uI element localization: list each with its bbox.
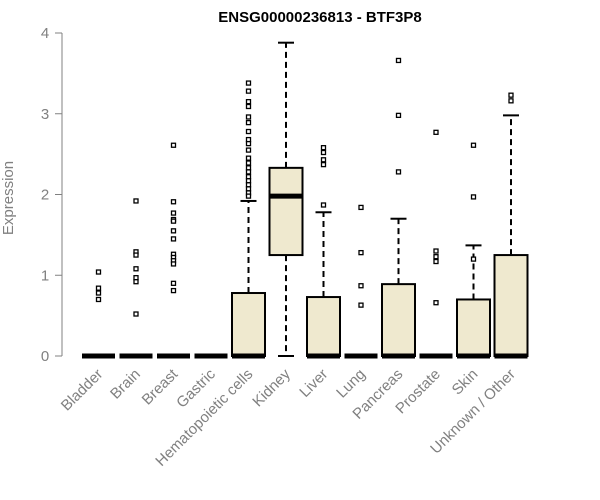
box-breast (157, 142, 190, 359)
outlier-point (170, 210, 177, 216)
x-tick-label: Bladder (58, 366, 107, 415)
iqr-box (381, 283, 416, 358)
outlier-point (433, 129, 439, 135)
y-tick-label: 3 (41, 106, 49, 123)
outlier-point (433, 258, 439, 265)
box-pancreas (381, 57, 416, 359)
iqr-box (456, 298, 491, 358)
iqr-box (493, 254, 529, 357)
outlier-point (245, 114, 252, 120)
y-axis-label: Expression (0, 161, 17, 235)
outlier-point (320, 149, 327, 156)
iqr-box (306, 296, 341, 357)
outlier-point (320, 161, 327, 168)
outlier-point (170, 218, 177, 224)
outlier-point (245, 155, 252, 161)
outlier-point (358, 249, 364, 256)
outlier-point (358, 204, 364, 211)
outlier-point (320, 202, 327, 208)
box-lung (344, 204, 378, 359)
y-tick-label: 4 (41, 25, 49, 42)
box-liver (306, 145, 341, 359)
outlier-point (170, 261, 177, 267)
outlier-point (508, 98, 514, 104)
outlier-point (245, 193, 252, 199)
box-kidney (268, 41, 304, 357)
box-unknown-other (493, 92, 529, 359)
outlier-point (95, 285, 102, 291)
outlier-point (170, 287, 177, 294)
box-bladder (82, 269, 115, 359)
outlier-point (95, 269, 102, 275)
box-hematopoietic-cells (231, 80, 266, 359)
outlier-point (320, 157, 327, 163)
outlier-point (470, 194, 477, 200)
y-tick-label: 2 (41, 187, 49, 204)
outlier-point (95, 296, 102, 303)
x-tick-label: Kidney (249, 365, 294, 410)
outlier-point (433, 254, 439, 260)
outlier-point (170, 236, 177, 242)
y-tick-label: 1 (41, 267, 49, 284)
outlier-point (470, 142, 477, 148)
outlier-point (133, 311, 139, 317)
y-axis: 0 1 2 3 4 (41, 25, 63, 365)
outlier-point (245, 128, 252, 135)
outlier-point (395, 112, 402, 119)
outlier-point (170, 280, 177, 286)
outlier-point (133, 198, 139, 204)
outlier-point (358, 283, 364, 289)
outlier-point (245, 88, 252, 94)
outlier-point (170, 199, 177, 205)
outlier-point (245, 98, 252, 105)
x-tick-label: Skin (449, 366, 482, 399)
outlier-point (170, 228, 177, 234)
outlier-point (245, 80, 252, 86)
outlier-point (245, 103, 252, 110)
iqr-box (231, 292, 266, 358)
outlier-point (245, 147, 252, 153)
outlier-point (133, 279, 139, 285)
outlier-point (95, 290, 102, 296)
box-skin (456, 142, 491, 359)
outlier-point (320, 145, 327, 151)
outlier-point (395, 57, 402, 64)
outlier-point (170, 142, 177, 148)
outlier-point (245, 140, 252, 147)
outlier-point (433, 248, 439, 254)
outlier-point (470, 256, 477, 262)
outlier-point (133, 266, 139, 272)
outlier-point (395, 169, 402, 175)
outlier-point (133, 252, 139, 258)
outlier-point (358, 302, 364, 308)
outlier-point (245, 119, 252, 126)
iqr-box (268, 166, 304, 257)
box-prostate (419, 129, 453, 359)
x-tick-label: Liver (296, 366, 331, 401)
chart-title: ENSG00000236813 - BTF3P8 (218, 9, 421, 26)
outlier-point (433, 300, 439, 306)
outlier-point (245, 169, 252, 175)
boxes-group (82, 41, 529, 359)
outlier-point (245, 160, 252, 166)
box-brain (119, 198, 153, 359)
outlier-point (508, 92, 514, 98)
y-tick-label: 0 (41, 348, 49, 365)
